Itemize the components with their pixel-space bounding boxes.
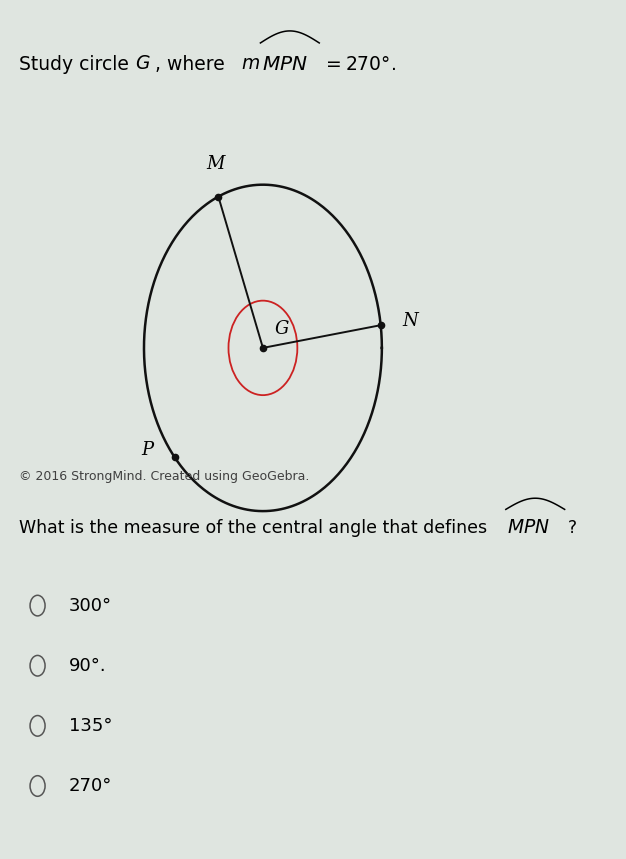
Text: , where: , where <box>155 55 231 74</box>
Text: G: G <box>274 320 289 338</box>
Text: $m$: $m$ <box>241 56 260 73</box>
Text: What is the measure of the central angle that defines: What is the measure of the central angle… <box>19 520 493 537</box>
Text: $MPN$: $MPN$ <box>262 54 308 75</box>
Text: $MPN$: $MPN$ <box>507 520 550 537</box>
Text: 270°: 270° <box>69 777 112 795</box>
Text: P: P <box>141 442 154 460</box>
Text: © 2016 StrongMind. Created using GeoGebra.: © 2016 StrongMind. Created using GeoGebr… <box>19 470 309 484</box>
Text: Study circle: Study circle <box>19 55 135 74</box>
Text: 90°.: 90°. <box>69 657 106 674</box>
Text: 135°: 135° <box>69 717 112 734</box>
Text: 300°: 300° <box>69 597 112 614</box>
Text: M: M <box>206 155 225 173</box>
Text: ?: ? <box>568 520 577 537</box>
Text: N: N <box>403 312 418 330</box>
Text: $= 270°.$: $= 270°.$ <box>322 55 396 74</box>
Text: $G$: $G$ <box>135 56 150 73</box>
